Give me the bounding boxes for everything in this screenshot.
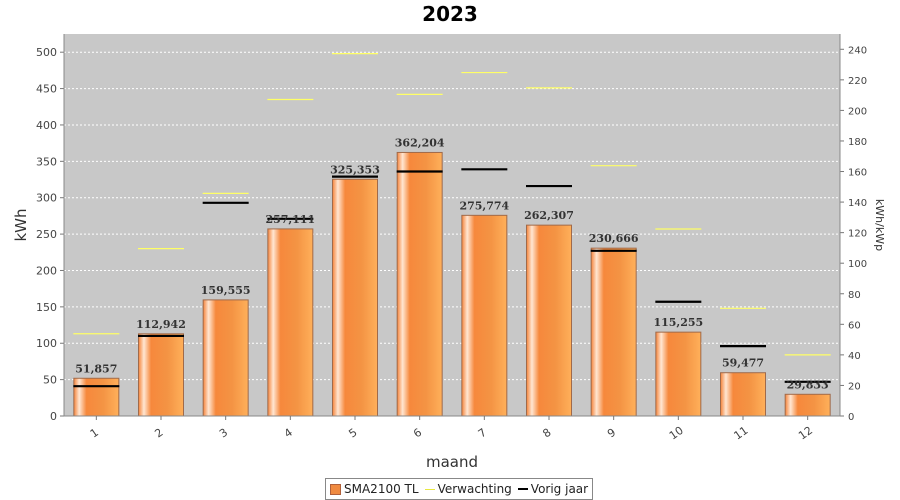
bar (138, 333, 184, 417)
bar (396, 151, 443, 417)
bar-value-label: 262,307 (524, 209, 574, 222)
x-tick-label: 3 (217, 426, 230, 441)
grid-lines (64, 51, 840, 381)
legend-label-previous-year: Vorig jaar (530, 482, 589, 496)
bar-value-label: 325,353 (330, 163, 380, 176)
y-tick-label: 50 (43, 374, 57, 387)
y-tick-label: 300 (36, 192, 57, 205)
bar-value-label: 59,477 (722, 357, 764, 370)
x-tick-label: 5 (346, 426, 359, 441)
y2-tick-label: 40 (848, 351, 861, 362)
x-tick-label: 4 (282, 426, 295, 441)
chart-title: 2023 (422, 2, 478, 26)
bar (720, 372, 766, 417)
bar-value-label: 115,255 (653, 316, 703, 329)
bar (73, 377, 120, 417)
legend-swatch-bar (330, 483, 341, 495)
bar (332, 178, 378, 417)
y2-tick-label: 220 (848, 76, 867, 87)
legend-item-expected: Verwachting (424, 482, 512, 496)
y2-tick-label: 140 (848, 198, 867, 209)
x-axis-title: maand (426, 453, 478, 471)
x-tick-label: 1 (88, 426, 101, 441)
y2-tick-label: 60 (848, 320, 861, 331)
bar-value-label: 362,204 (395, 136, 445, 149)
bar (202, 299, 249, 417)
data-labels: 51,857 112,942 159,555 257,111 325,353 362,20… (75, 136, 828, 391)
y-tick-label: 150 (36, 301, 57, 314)
bar-series (73, 151, 831, 417)
bar-value-label: 257,111 (265, 213, 315, 226)
legend-item-bar: SMA2100 TL (330, 482, 419, 496)
legend-swatch-expected (424, 488, 435, 490)
y-tick-label: 350 (36, 155, 57, 168)
y-tick-label: 250 (36, 228, 57, 241)
y2-tick-label: 0 (848, 412, 854, 423)
y-tick-label: 450 (36, 83, 57, 96)
bar (784, 393, 831, 417)
legend: SMA2100 TL Verwachting Vorig jaar (325, 478, 594, 500)
y2-axis-title: kWh/kWp (873, 199, 886, 251)
chart-svg: 51,857 112,942 159,555 257,111 325,353 362,20… (12, 34, 886, 471)
marker-series (73, 53, 831, 388)
bar (526, 224, 572, 417)
bar-value-label: 112,942 (136, 318, 186, 331)
bar-value-label: 29,833 (787, 378, 829, 391)
bar (461, 214, 508, 417)
y-tick-label: 0 (50, 410, 57, 423)
x-tick-label: 6 (411, 426, 424, 441)
plot-background (64, 34, 840, 416)
legend-label-expected: Verwachting (437, 482, 512, 496)
bar (590, 247, 637, 417)
y-axis-title: kWh (12, 208, 30, 241)
x-tick-label: 9 (605, 426, 618, 441)
y-tick-label: 200 (36, 264, 57, 277)
legend-label-bar: SMA2100 TL (344, 482, 419, 496)
y-tick-label: 100 (36, 337, 57, 350)
legend-item-previous-year: Vorig jaar (517, 482, 589, 496)
bar-value-label: 51,857 (75, 362, 117, 375)
y-tick-label: 500 (36, 46, 57, 59)
y2-tick-label: 80 (848, 290, 861, 301)
legend-swatch-previous-year (517, 488, 528, 490)
y2-tick-label: 20 (848, 381, 861, 392)
bar (267, 228, 314, 417)
y2-tick-label: 100 (848, 259, 867, 270)
x-tick-label: 7 (476, 426, 489, 441)
bar-value-label: 275,774 (459, 199, 509, 212)
x-tick-label: 11 (732, 424, 751, 443)
bar (655, 331, 702, 417)
x-tick-label: 8 (540, 426, 553, 441)
y2-tick-label: 120 (848, 229, 867, 240)
bar-value-label: 159,555 (201, 284, 251, 297)
x-tick-label: 10 (667, 424, 686, 443)
y2-tick-label: 160 (848, 168, 867, 179)
y2-tick-label: 240 (848, 45, 867, 56)
bar-value-label: 230,666 (589, 232, 639, 245)
y2-tick-label: 180 (848, 137, 867, 148)
y-tick-label: 400 (36, 119, 57, 132)
x-tick-label: 12 (796, 424, 815, 443)
x-tick-label: 2 (152, 426, 165, 441)
y2-tick-label: 200 (848, 106, 867, 117)
